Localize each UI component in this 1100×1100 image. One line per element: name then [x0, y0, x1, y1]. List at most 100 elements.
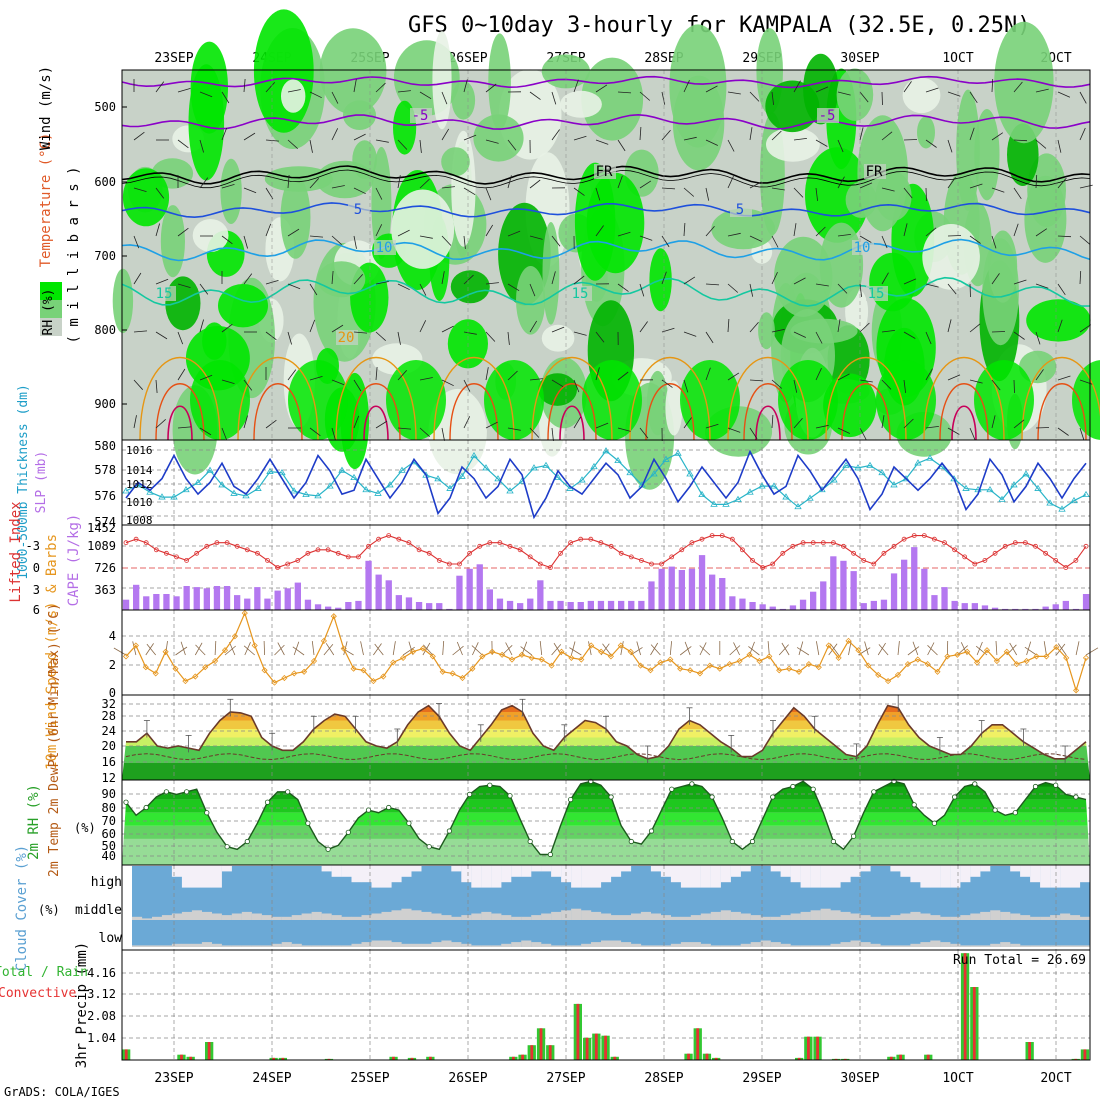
lifted-index-point: [911, 533, 917, 538]
thickness-point: [758, 482, 766, 489]
cloud-bar: [301, 945, 312, 947]
wind-barb: [539, 641, 543, 656]
wind-barb: [353, 133, 366, 141]
thickness-tick: 576: [94, 489, 116, 503]
li-tick: 0: [33, 561, 40, 575]
cape-bar: [133, 584, 140, 610]
contour-label-bg: [594, 164, 616, 179]
wind-barb: [881, 379, 892, 390]
cloud-bar: [191, 866, 202, 888]
wind-barb: [859, 182, 873, 189]
wind-barb: [683, 379, 689, 393]
wind-barb: [214, 640, 217, 656]
cloud-bar: [321, 866, 332, 872]
precip-conv-bar: [189, 1056, 193, 1060]
cape-bar: [537, 580, 544, 610]
wind-barb: [639, 180, 652, 189]
precip-conv-bar: [576, 1003, 580, 1060]
lifted-index-point: [436, 558, 442, 563]
rh-band: [122, 825, 1090, 839]
cloud-bar: [680, 866, 691, 888]
wind-barb: [837, 91, 851, 96]
wind-barb: [749, 427, 758, 440]
contour-label: 10: [854, 240, 871, 256]
wind-speed-point: [914, 656, 921, 663]
wind-barb: [573, 379, 580, 393]
lifted-index-point: [406, 540, 412, 546]
cloud-bar: [740, 866, 751, 872]
cloud-bar: [381, 866, 392, 888]
lifted-index-point: [659, 561, 664, 567]
cloud-bar: [650, 945, 661, 947]
cape-bar: [789, 605, 797, 610]
rh-region: [386, 360, 446, 440]
wind-barb: [837, 234, 851, 237]
wind-barb: [595, 187, 601, 201]
thickness-point: [662, 455, 670, 462]
lifted-index-point: [366, 543, 371, 549]
slp-tick: 1014: [126, 464, 153, 477]
wind-barb: [1057, 139, 1062, 153]
thickness-point: [326, 482, 334, 489]
rh-point: [426, 844, 432, 850]
wind-barb: [771, 414, 774, 429]
cloud-bar: [890, 915, 901, 920]
cape-bar: [1062, 600, 1069, 610]
cape-bar: [729, 596, 736, 610]
wind-speed-point: [400, 654, 407, 661]
wind-barb: [471, 645, 483, 656]
thickness-point: [482, 464, 490, 471]
thickness-point: [1046, 499, 1054, 506]
cloud-bar: [920, 866, 931, 888]
wind-barb: [881, 330, 895, 333]
wind-barb: [569, 647, 582, 656]
wind-speed-point: [1073, 687, 1080, 694]
precip-tick: 2.08: [87, 1009, 116, 1023]
cloud-bar: [690, 942, 701, 947]
cloud-bar: [1050, 945, 1061, 947]
cloud-bar: [660, 866, 671, 877]
wind-barb: [229, 641, 236, 656]
cape-bar: [971, 603, 978, 610]
cape-bar: [375, 574, 382, 610]
wind-barb: [903, 418, 914, 429]
cloud-bar: [152, 945, 163, 947]
rh-region: [441, 147, 470, 177]
cloud-bar: [770, 916, 781, 920]
contour-label: 15: [572, 286, 589, 302]
wind-barb: [705, 367, 711, 381]
cloud-bar: [730, 866, 741, 877]
contour-label-bg: [348, 202, 370, 217]
cloud-bar: [760, 916, 771, 920]
precip-conv-bar: [797, 1057, 801, 1060]
rh-region: [1072, 360, 1100, 440]
wind-barb: [375, 139, 389, 143]
rh-axis-label: 2m RH (%): [26, 784, 42, 860]
wind-barb: [991, 132, 1004, 141]
pressure-axis-label: ( m i l l i b a r s ): [66, 166, 82, 343]
wind-barb: [360, 641, 364, 656]
cloud-bar: [870, 916, 881, 920]
wind-barb: [177, 227, 189, 237]
lifted-index-point: [376, 536, 382, 542]
pressure-tick: 800: [94, 323, 116, 337]
temp-contour: [121, 113, 1091, 130]
wind-speed-point: [518, 651, 525, 658]
lifted-index-point: [921, 533, 927, 538]
cloud-bar: [780, 943, 791, 947]
wind-barb: [507, 230, 521, 237]
cloud-bar: [900, 866, 911, 877]
wind-barb: [132, 641, 137, 656]
cloud-bar: [261, 945, 272, 947]
cloud-bar: [720, 945, 731, 947]
wind-barb: [441, 427, 445, 441]
cloud-bar: [790, 866, 801, 883]
wind-barb: [639, 321, 648, 333]
precip-conv-bar: [1074, 1058, 1078, 1060]
wind-barb: [463, 79, 468, 93]
cloud-bar: [241, 911, 252, 920]
cloud-bar: [531, 915, 542, 920]
wind-barb: [903, 278, 917, 285]
rh-region: [192, 219, 229, 252]
rh-region: [281, 79, 306, 113]
